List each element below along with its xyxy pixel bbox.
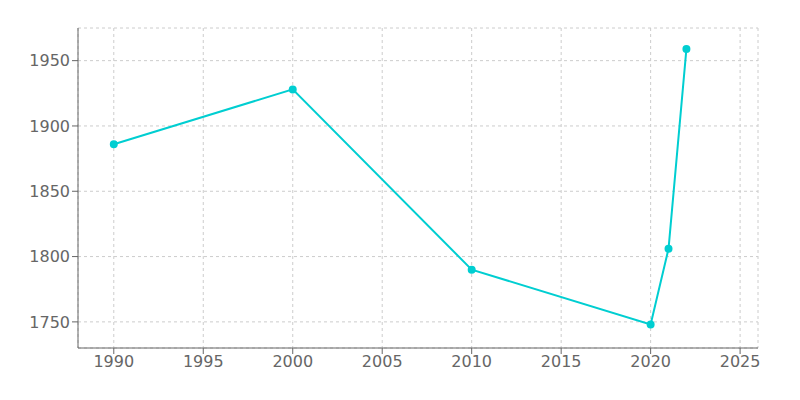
svg-text:1990: 1990	[93, 352, 134, 371]
svg-text:2015: 2015	[541, 352, 582, 371]
svg-text:1750: 1750	[29, 313, 70, 332]
svg-text:2025: 2025	[720, 352, 761, 371]
svg-text:2000: 2000	[272, 352, 313, 371]
svg-text:1950: 1950	[29, 51, 70, 70]
svg-text:1900: 1900	[29, 117, 70, 136]
svg-text:2020: 2020	[630, 352, 671, 371]
svg-text:1995: 1995	[183, 352, 224, 371]
svg-text:2010: 2010	[451, 352, 492, 371]
svg-text:1800: 1800	[29, 247, 70, 266]
svg-text:2005: 2005	[362, 352, 403, 371]
svg-text:1850: 1850	[29, 182, 70, 201]
